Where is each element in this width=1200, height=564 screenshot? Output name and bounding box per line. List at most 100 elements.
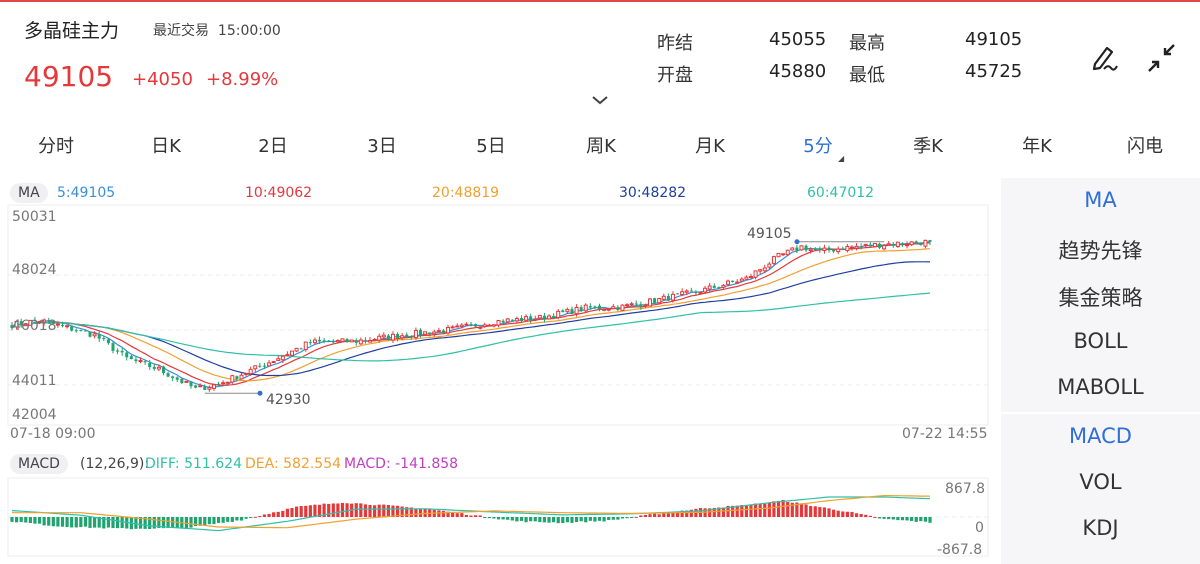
kline-chart[interactable] (0, 0, 1000, 564)
tab-3day[interactable]: 3日 (367, 136, 397, 157)
macd-bar (574, 517, 579, 522)
macd-bar (313, 504, 317, 517)
macd-bar (758, 503, 762, 517)
macd-bar (868, 515, 872, 517)
macd-bar (675, 511, 680, 517)
candle-body (203, 386, 207, 390)
candle-body (841, 248, 845, 251)
macd-bar (616, 517, 620, 520)
tab-5day[interactable]: 5日 (476, 136, 506, 157)
candle-body (47, 320, 51, 322)
indicator-gold-strategy[interactable]: 集金策略 (1058, 286, 1143, 310)
candle-body (335, 340, 340, 343)
candle-body (776, 252, 781, 258)
tab-2day[interactable]: 2日 (258, 136, 288, 157)
candle-body (148, 363, 152, 368)
macd-badge[interactable]: MACD (10, 454, 68, 474)
macd-bar (763, 502, 767, 517)
macd-bar (414, 508, 418, 517)
macd-bar (552, 517, 556, 523)
macd-bar (161, 517, 166, 529)
candle-body (428, 332, 432, 335)
macd-bar (74, 517, 78, 528)
candle-body (134, 359, 138, 362)
tab-fenshi[interactable]: 分时 (38, 136, 74, 157)
candle-body (804, 245, 808, 251)
candle-body (217, 383, 221, 385)
macd-bar (859, 513, 863, 517)
candle-body (634, 303, 638, 305)
indicator-maboll[interactable]: MABOLL (1057, 375, 1144, 399)
candle-body (707, 285, 712, 290)
macd-bar (317, 504, 322, 517)
macd-bar (322, 503, 326, 517)
price-tick-4: 44011 (12, 373, 57, 389)
candle-body (474, 324, 478, 327)
candle-body (189, 381, 193, 387)
sidebar-divider (1001, 412, 1200, 414)
open-label: 开盘 (657, 65, 693, 86)
candle-body (588, 306, 592, 308)
indicator-boll[interactable]: BOLL (1073, 329, 1128, 353)
macd-bar (593, 517, 597, 522)
candle-body (928, 240, 932, 242)
price-change-pct: +8.99% (206, 69, 279, 90)
candle-body (611, 306, 616, 310)
macd-bar (487, 517, 491, 519)
macd-bar (832, 509, 836, 517)
ma60-legend: 60:47012 (807, 185, 875, 201)
candle-body (327, 340, 331, 342)
candle-body (482, 324, 487, 327)
candle-body (171, 376, 175, 379)
macd-bar (189, 517, 193, 528)
macd-bar (597, 517, 602, 521)
last-price: 49105 (24, 60, 114, 93)
chevron-down-icon[interactable] (591, 95, 609, 105)
ma30-line (11, 261, 931, 377)
candle-body (23, 323, 28, 327)
macd-bar (561, 517, 565, 524)
ma20-legend: 20:48819 (432, 185, 500, 201)
tab-month-k[interactable]: 月K (695, 136, 725, 157)
trade-status: 最近交易 15:00:00 (153, 23, 281, 39)
collapse-icon[interactable] (1146, 42, 1178, 74)
tab-5min[interactable]: 5分 (803, 136, 833, 157)
macd-bar (14, 517, 19, 523)
tab-year-k[interactable]: 年K (1022, 136, 1052, 157)
indicator-ma[interactable]: MA (1084, 188, 1117, 212)
macd-bar (331, 503, 335, 517)
candle-body (739, 278, 744, 282)
high-marker-dot (794, 239, 800, 245)
candle-body (340, 338, 345, 342)
indicator-macd[interactable]: MACD (1069, 424, 1132, 448)
candle-body (74, 330, 78, 332)
tab-quarter-k[interactable]: 季K (913, 136, 943, 157)
candle-body (606, 308, 611, 311)
candle-body (97, 334, 101, 339)
edit-icon[interactable] (1090, 42, 1120, 72)
candle-body (556, 310, 561, 318)
candle-body (161, 366, 165, 373)
ma-badge[interactable]: MA (10, 183, 48, 203)
candle-body (657, 298, 662, 304)
candle-body (331, 341, 335, 343)
macd-bar (478, 515, 482, 517)
indicator-trend-pioneer[interactable]: 趋势先锋 (1058, 239, 1143, 263)
macd-bar (744, 505, 748, 517)
candle-body (771, 256, 776, 264)
indicator-kdj[interactable]: KDJ (1082, 516, 1119, 540)
candle-body (60, 324, 64, 326)
tab-day-k[interactable]: 日K (151, 136, 181, 157)
tab-week-k[interactable]: 周K (586, 136, 616, 157)
candle-body (289, 350, 294, 356)
price-tick-3: 46018 (12, 318, 57, 334)
macd-bar (65, 517, 69, 528)
dropdown-caret-icon[interactable]: ◢ (838, 154, 845, 163)
open-value: 45880 (769, 61, 827, 82)
candle-body (822, 247, 827, 252)
macd-bar (524, 517, 528, 523)
candle-body (818, 249, 822, 251)
indicator-vol[interactable]: VOL (1079, 470, 1122, 494)
candle-body (661, 295, 666, 300)
tab-flash[interactable]: 闪电 (1127, 136, 1163, 157)
